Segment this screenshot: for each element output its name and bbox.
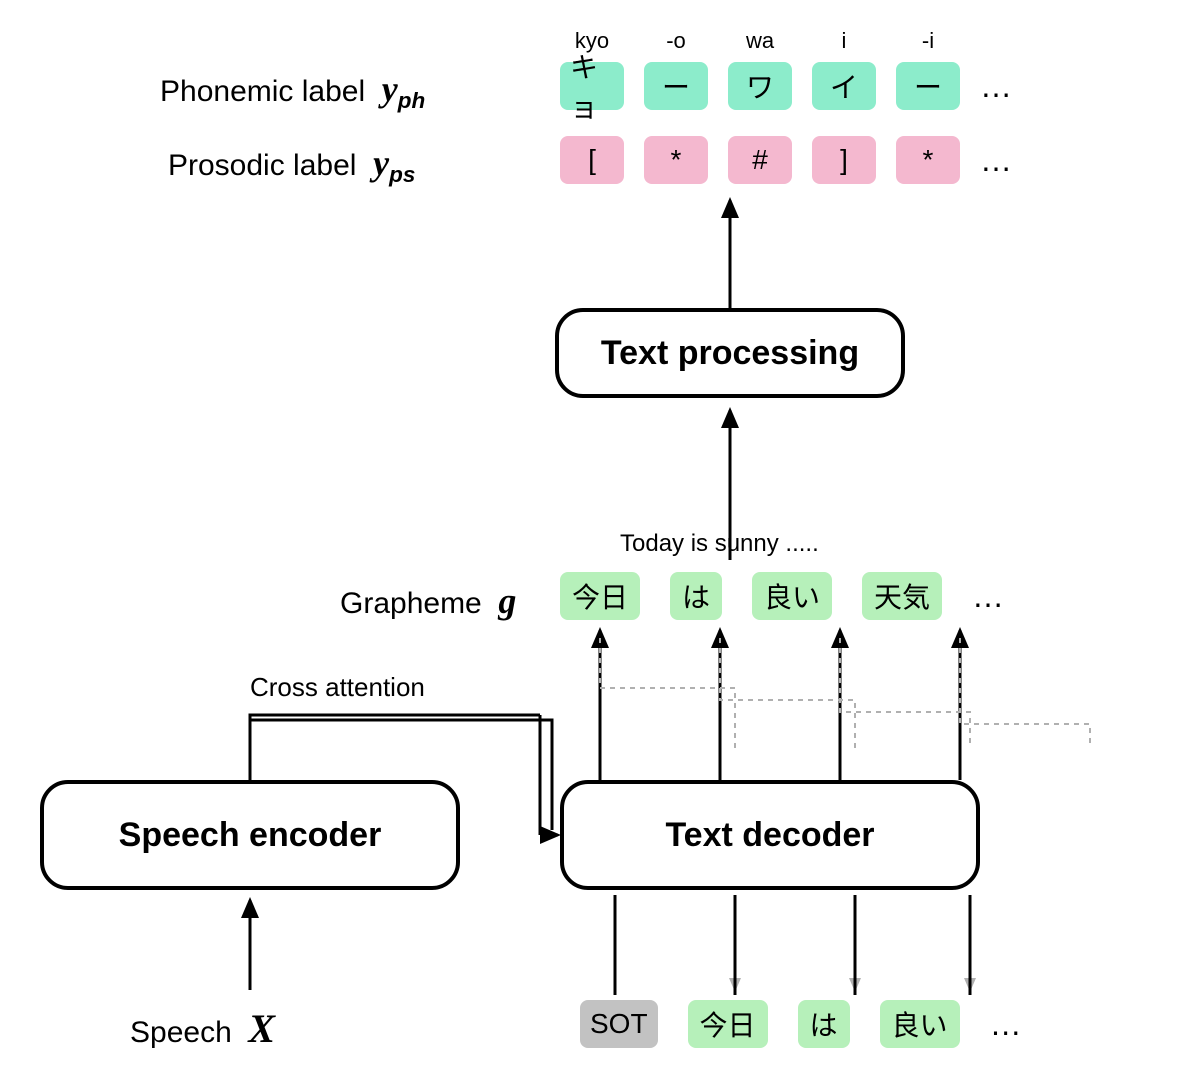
grapheme-token-1: は bbox=[670, 572, 722, 620]
grapheme-var: g bbox=[498, 581, 516, 621]
speech-encoder-module: Speech encoder bbox=[40, 780, 460, 890]
phonemic-var: y bbox=[382, 69, 398, 109]
prosodic-label-text: Prosodic label yps bbox=[168, 142, 415, 188]
prosodic-token-1: * bbox=[644, 136, 708, 184]
grapheme-tokens: 今日 は 良い 天気 … bbox=[560, 572, 1004, 620]
phonemic-token-3: イ bbox=[812, 62, 876, 110]
decoder-input-tokens: SOT 今日 は 良い … bbox=[580, 1000, 1022, 1048]
phonemic-ellipsis: … bbox=[980, 62, 1012, 110]
phonemic-token-0: キョ bbox=[560, 62, 624, 110]
caption-text: Today is sunny ..... bbox=[620, 530, 819, 558]
decoder-input-sot: SOT bbox=[580, 1000, 658, 1048]
prosodic-ellipsis: … bbox=[980, 136, 1012, 184]
cross-attention-label: Cross attention bbox=[250, 672, 425, 703]
phonemic-tokens: キョ ー ワ イ ー … bbox=[560, 62, 1012, 110]
prosodic-var: y bbox=[373, 143, 389, 183]
prosodic-label: Prosodic label bbox=[168, 149, 356, 182]
romaji-4: -i bbox=[896, 28, 960, 54]
grapheme-label: Grapheme bbox=[340, 587, 482, 620]
speech-var: X bbox=[248, 1006, 275, 1051]
speech-encoder-label: Speech encoder bbox=[119, 816, 382, 855]
romaji-row: kyo -o wa i -i bbox=[560, 28, 960, 54]
phonemic-token-1: ー bbox=[644, 62, 708, 110]
diagram-root: kyo -o wa i -i Phonemic label yph キョ ー ワ… bbox=[0, 0, 1197, 1088]
romaji-2: wa bbox=[728, 28, 792, 54]
phonemic-token-4: ー bbox=[896, 62, 960, 110]
text-decoder-module: Text decoder bbox=[560, 780, 980, 890]
decoder-input-1: は bbox=[798, 1000, 850, 1048]
prosodic-tokens: [ * # ] * … bbox=[560, 136, 1012, 184]
romaji-1: -o bbox=[644, 28, 708, 54]
prosodic-token-0: [ bbox=[560, 136, 624, 184]
romaji-3: i bbox=[812, 28, 876, 54]
decoder-input-ellipsis: … bbox=[990, 1000, 1022, 1048]
grapheme-token-3: 天気 bbox=[862, 572, 942, 620]
speech-label-row: Speech X bbox=[130, 1005, 275, 1052]
prosodic-token-4: * bbox=[896, 136, 960, 184]
text-processing-module: Text processing bbox=[555, 308, 905, 398]
phonemic-label: Phonemic label bbox=[160, 75, 365, 108]
grapheme-ellipsis: … bbox=[972, 572, 1004, 620]
prosodic-token-3: ] bbox=[812, 136, 876, 184]
text-decoder-label: Text decoder bbox=[665, 816, 874, 855]
text-processing-label: Text processing bbox=[601, 334, 859, 373]
speech-label: Speech bbox=[130, 1016, 232, 1049]
prosodic-token-2: # bbox=[728, 136, 792, 184]
prosodic-sub: ps bbox=[389, 162, 415, 187]
decoder-input-2: 良い bbox=[880, 1000, 960, 1048]
grapheme-token-2: 良い bbox=[752, 572, 832, 620]
decoder-input-0: 今日 bbox=[688, 1000, 768, 1048]
phonemic-sub: ph bbox=[398, 88, 426, 113]
grapheme-label-text: Grapheme g bbox=[340, 580, 516, 622]
phonemic-token-2: ワ bbox=[728, 62, 792, 110]
grapheme-token-0: 今日 bbox=[560, 572, 640, 620]
phonemic-label-text: Phonemic label yph bbox=[160, 68, 425, 114]
